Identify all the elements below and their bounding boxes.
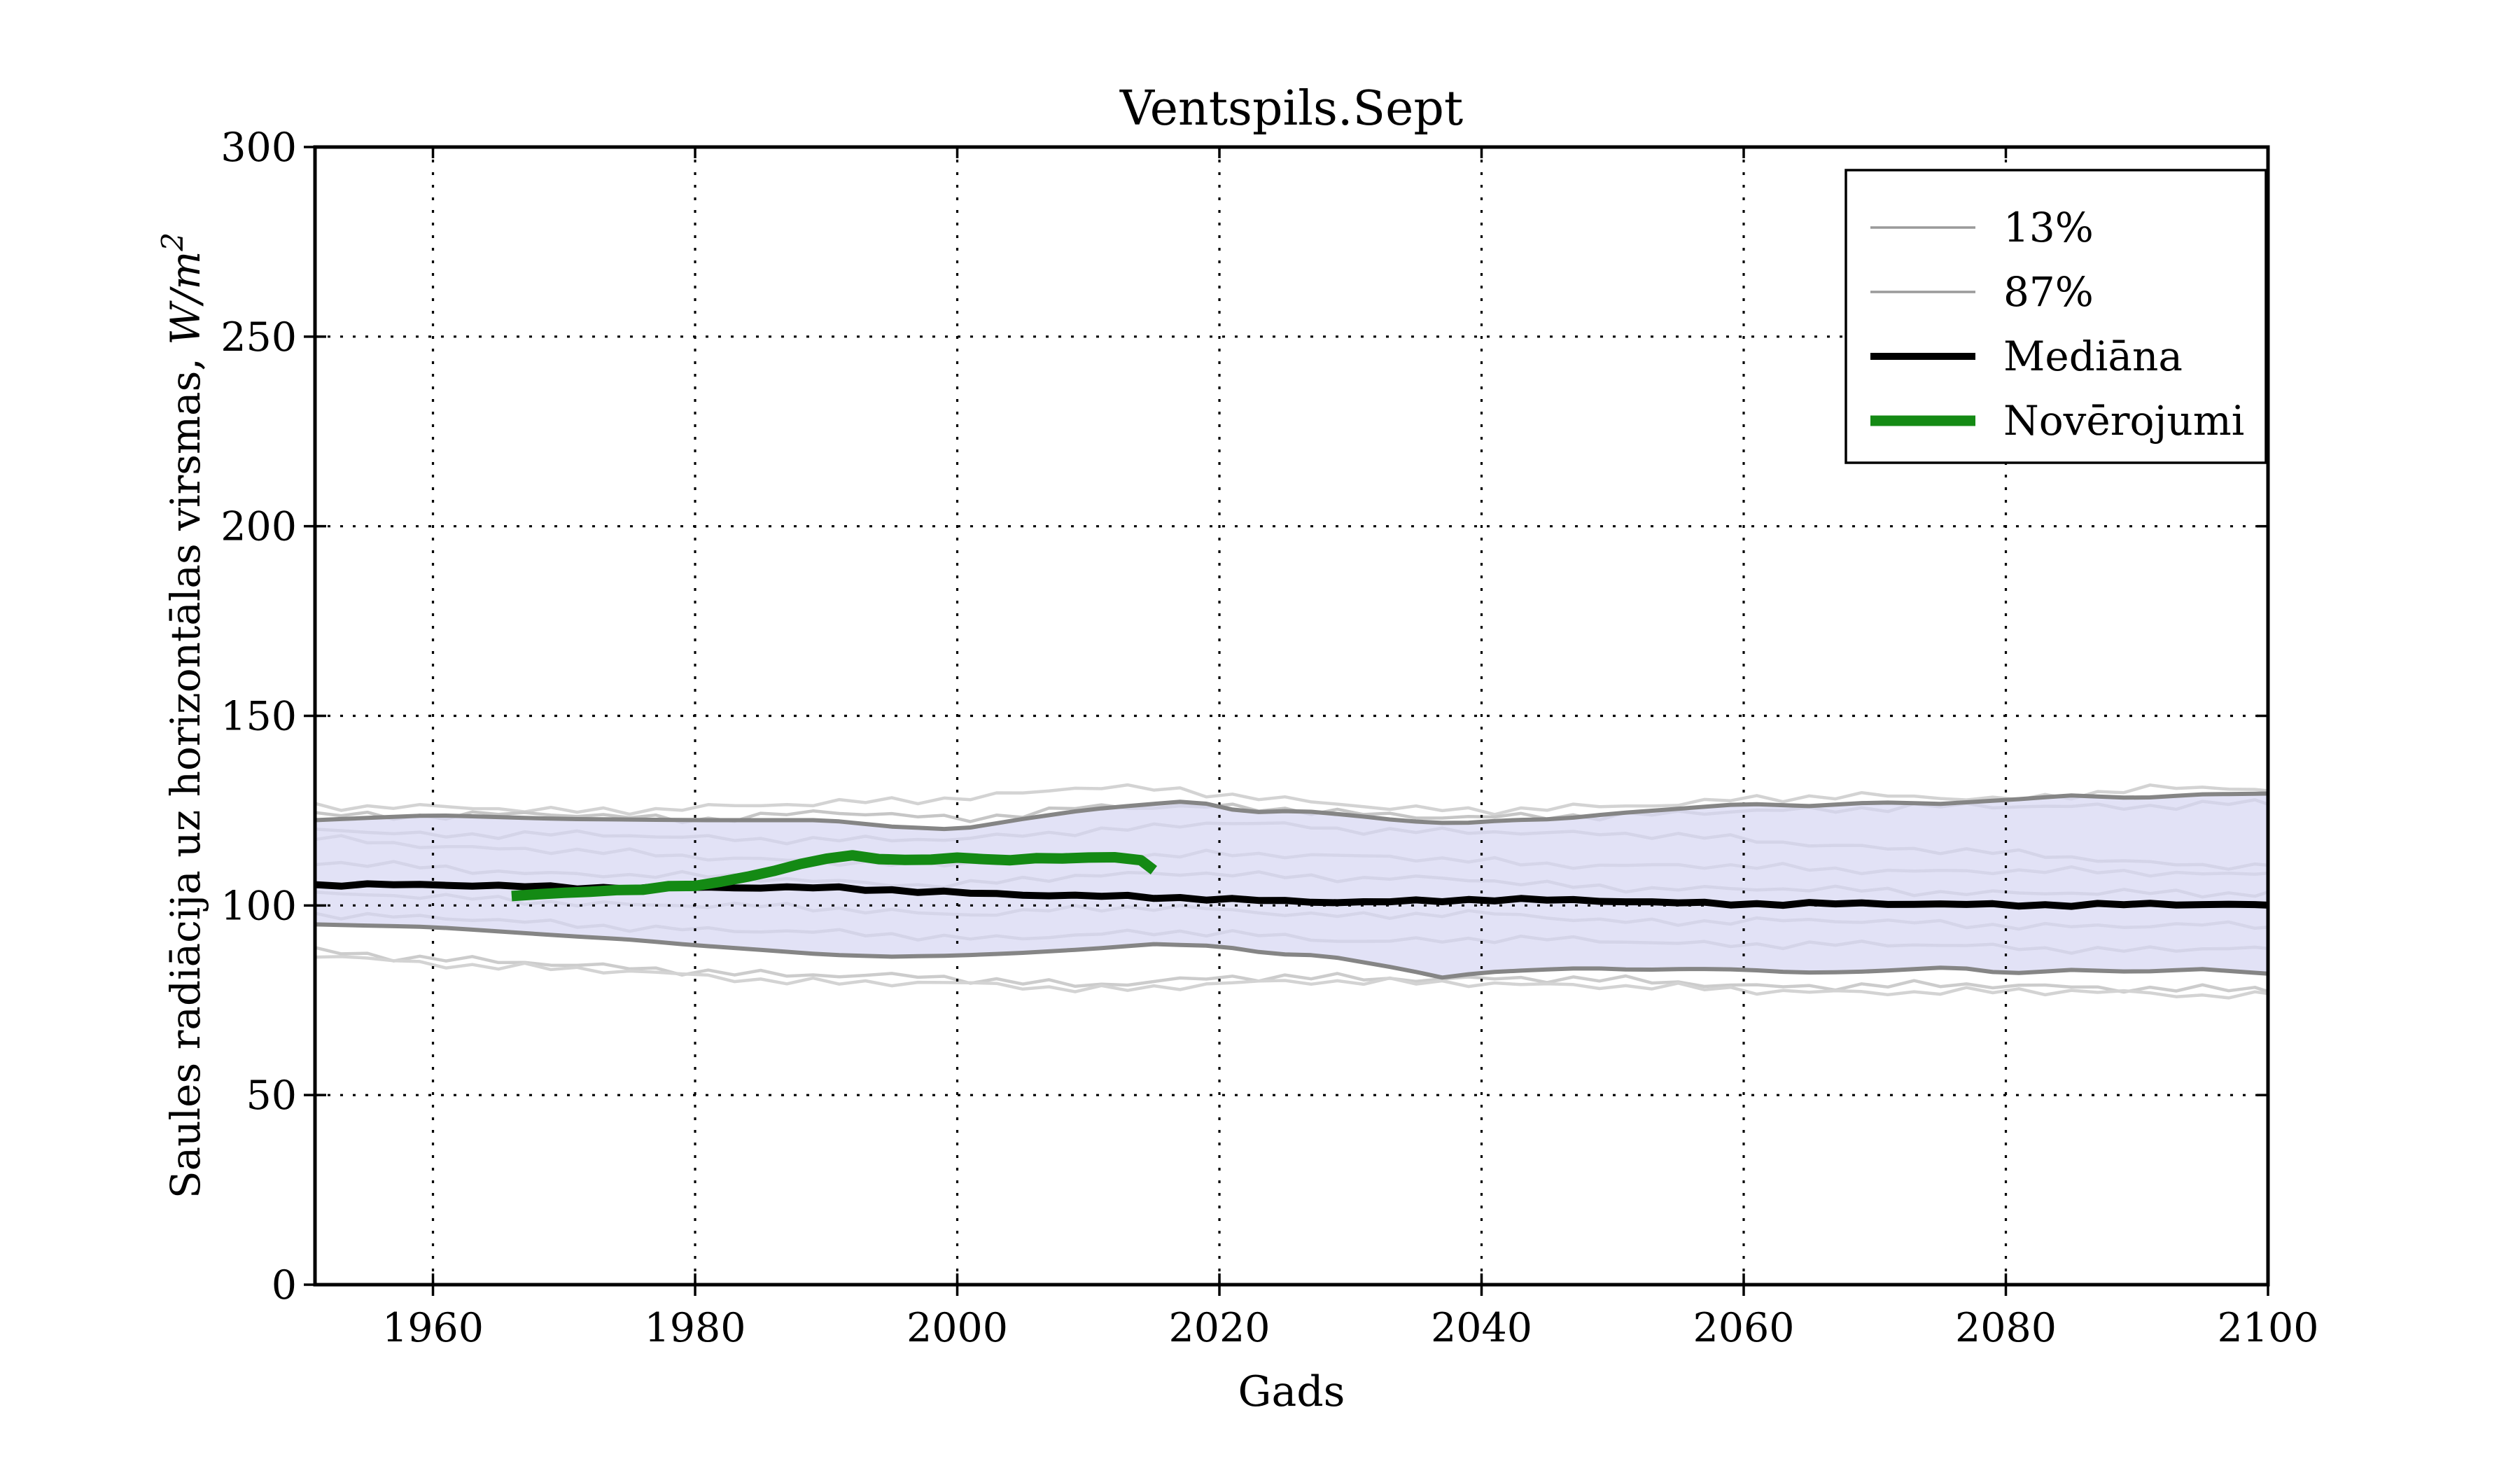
axes-frame [313, 145, 2270, 1287]
y-tick-label: 50 [246, 1073, 297, 1119]
y-tick-label: 250 [220, 314, 297, 361]
percentile-line-9 [315, 955, 2268, 1000]
x-tick-label: 2040 [1431, 1305, 1532, 1351]
x-tick-label: 2100 [2217, 1305, 2318, 1351]
legend: 13% 87% Mediāna Novērojumi [1844, 169, 2267, 464]
legend-label: 87% [2003, 268, 2094, 316]
x-tick-label: 2020 [1168, 1305, 1270, 1351]
y-axis-label: Saules radiācija uz horizontālas virsmas… [155, 232, 209, 1199]
y-axis-label-exponent: 2 [155, 232, 190, 252]
band-lower-edge-line [315, 922, 2268, 980]
y-tick-label: 150 [220, 694, 297, 740]
percentile-line-8 [315, 946, 2268, 994]
legend-label: 13% [2003, 204, 2094, 251]
x-tick-label: 2060 [1693, 1305, 1794, 1351]
observations-line [511, 850, 1157, 902]
chart-title: Ventspils.Sept [1119, 81, 1463, 137]
y-tick-label: 200 [220, 504, 297, 550]
plot-area [315, 147, 2268, 1285]
percentile-line-1 [315, 783, 2268, 816]
axes-layer: 1960 1980 2000 2020 2040 2060 2080 2100 0 50 100 15… [220, 125, 2318, 1351]
y-axis-label-main: Saules radiācija uz horizontālas virsmas… [162, 345, 209, 1199]
x-tick-label: 2080 [1955, 1305, 2057, 1351]
y-tick-label: 300 [220, 125, 297, 171]
y-axis-label-units: W/m [162, 251, 209, 345]
legend-label: Novērojumi [2003, 397, 2244, 445]
legend-box [1844, 169, 2267, 464]
band-upper-edge-line [315, 791, 2268, 832]
uncertainty-band-fill [315, 793, 2268, 978]
legend-label: Mediāna [2003, 333, 2183, 380]
x-tick-label: 2000 [906, 1305, 1008, 1351]
x-tick-label: 1980 [644, 1305, 746, 1351]
y-tick-label: 100 [220, 883, 297, 929]
y-tick-label: 0 [272, 1262, 297, 1308]
x-tick-label: 1960 [382, 1305, 484, 1351]
x-axis-label: Gads [1238, 1367, 1345, 1416]
